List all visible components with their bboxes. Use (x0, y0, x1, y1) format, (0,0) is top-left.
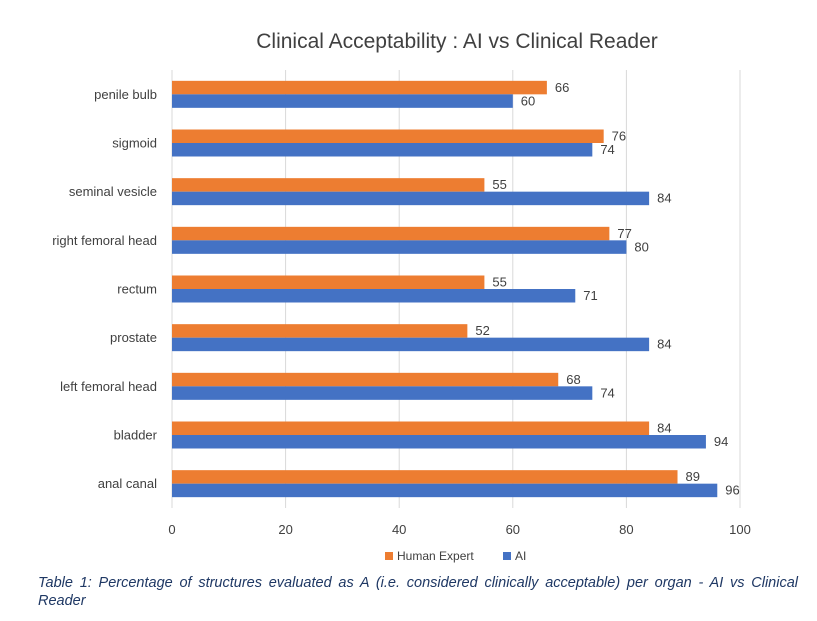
bar-human-expert (172, 80, 547, 95)
data-label: 60 (521, 93, 535, 108)
bar-ai (172, 483, 718, 498)
legend-swatch (385, 552, 393, 560)
data-label: 76 (612, 129, 626, 144)
category-label: left femoral head (60, 379, 157, 394)
bar-ai (172, 337, 650, 352)
data-label: 89 (686, 469, 700, 484)
data-label: 74 (600, 385, 614, 400)
category-label: prostate (110, 330, 157, 345)
bar-ai (172, 435, 706, 449)
data-label: 80 (634, 239, 648, 254)
data-label: 77 (617, 226, 631, 241)
category-label: rectum (117, 282, 157, 297)
x-tick-label: 80 (619, 522, 633, 537)
bar-human-expert (172, 226, 610, 241)
bar-ai (172, 94, 513, 108)
x-tick-label: 100 (729, 522, 751, 537)
bar-human-expert (172, 372, 559, 387)
data-label: 52 (475, 323, 489, 338)
figure-caption: Table 1: Percentage of structures evalua… (38, 575, 798, 609)
chart-title: Clinical Acceptability : AI vs Clinical … (256, 30, 658, 53)
bar-ai (172, 386, 593, 400)
category-label: anal canal (98, 476, 157, 491)
category-label: sigmoid (112, 136, 157, 151)
data-label: 96 (725, 483, 739, 498)
data-label: 66 (555, 80, 569, 95)
legend-label: Human Expert (397, 549, 474, 563)
category-label: seminal vesicle (69, 184, 157, 199)
data-label: 84 (657, 421, 671, 436)
legend-label: AI (515, 549, 526, 563)
data-label: 84 (657, 191, 671, 206)
data-label: 94 (714, 434, 728, 449)
data-label: 74 (600, 142, 614, 157)
bar-human-expert (172, 275, 485, 289)
x-tick-label: 0 (168, 522, 175, 537)
category-label: penile bulb (94, 87, 157, 102)
bar-human-expert (172, 470, 678, 484)
data-label: 71 (583, 288, 597, 303)
bar-ai (172, 143, 593, 157)
category-label: right femoral head (52, 233, 157, 248)
legend-swatch (503, 552, 511, 560)
data-label: 84 (657, 337, 671, 352)
data-label: 68 (566, 372, 580, 387)
bar-human-expert (172, 421, 650, 435)
bar-ai (172, 289, 576, 303)
chart: Clinical Acceptability : AI vs Clinical … (52, 30, 751, 563)
x-tick-label: 20 (278, 522, 292, 537)
x-tick-label: 40 (392, 522, 406, 537)
x-tick-label: 60 (506, 522, 520, 537)
category-label: bladder (114, 428, 158, 443)
bar-ai (172, 240, 627, 254)
legend: Human Expert AI (385, 549, 526, 563)
bars (172, 80, 718, 498)
data-label: 55 (492, 177, 506, 192)
bar-human-expert (172, 324, 468, 338)
data-label: 55 (492, 275, 506, 290)
bar-human-expert (172, 129, 604, 143)
bar-human-expert (172, 178, 485, 192)
bar-ai (172, 191, 650, 206)
